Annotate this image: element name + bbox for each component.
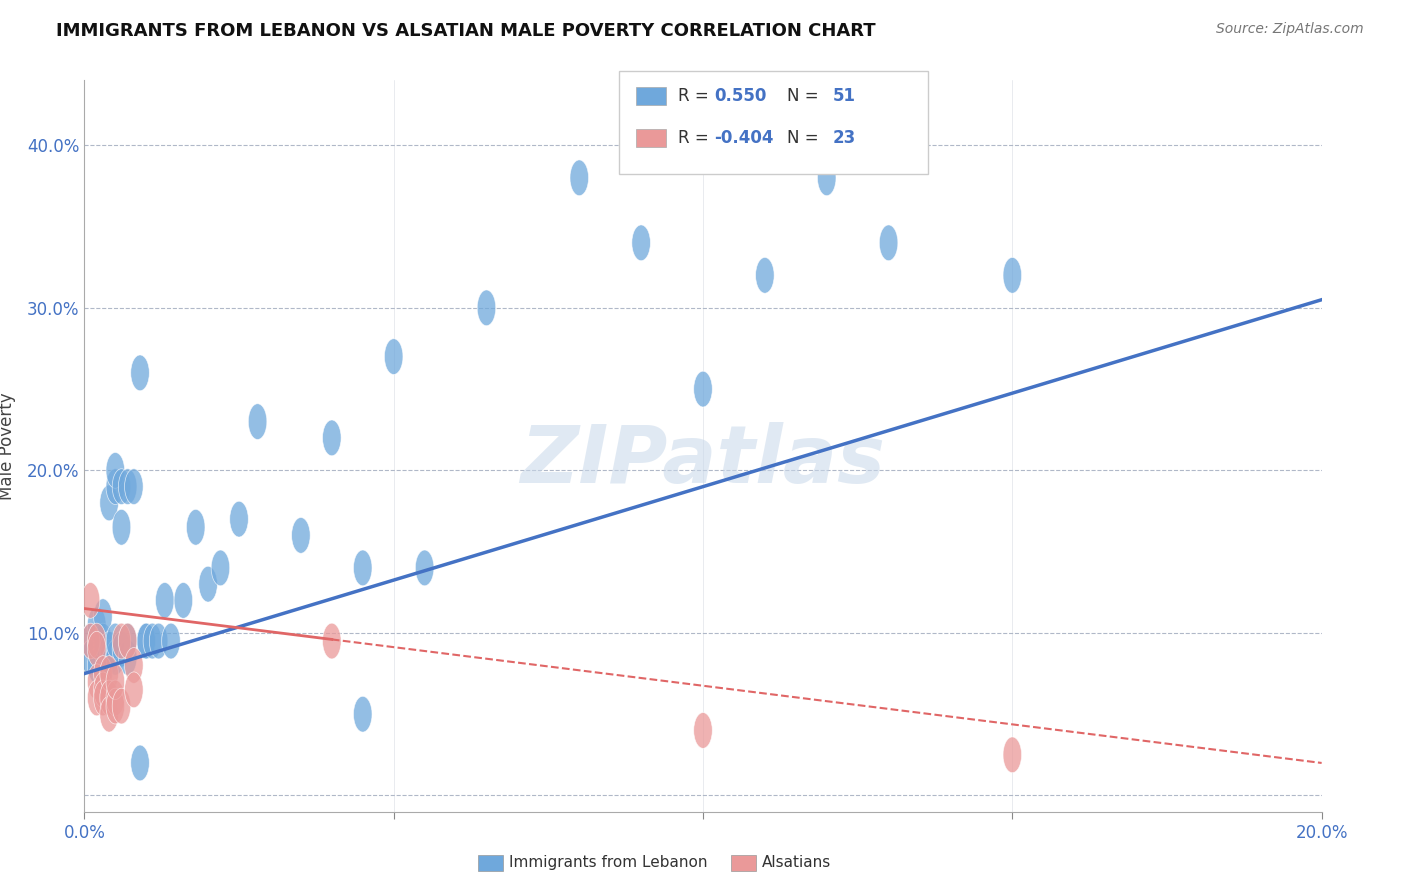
Ellipse shape [87, 624, 105, 659]
Ellipse shape [105, 664, 125, 699]
Text: 23: 23 [832, 129, 856, 147]
Ellipse shape [94, 656, 112, 691]
Ellipse shape [87, 607, 105, 642]
Ellipse shape [187, 509, 205, 545]
Text: Immigrants from Lebanon: Immigrants from Lebanon [509, 855, 707, 870]
Text: 51: 51 [832, 87, 855, 105]
Ellipse shape [211, 550, 229, 586]
Ellipse shape [131, 355, 149, 391]
Ellipse shape [477, 290, 496, 326]
Ellipse shape [100, 656, 118, 691]
Ellipse shape [879, 225, 898, 260]
Text: 0.550: 0.550 [714, 87, 766, 105]
Ellipse shape [118, 469, 136, 505]
Ellipse shape [87, 648, 105, 683]
Ellipse shape [82, 624, 100, 659]
Text: ZIPatlas: ZIPatlas [520, 422, 886, 500]
Ellipse shape [322, 624, 342, 659]
Ellipse shape [118, 624, 136, 659]
Ellipse shape [105, 452, 125, 488]
Ellipse shape [229, 501, 249, 537]
Ellipse shape [322, 420, 342, 456]
Ellipse shape [100, 697, 118, 732]
Ellipse shape [105, 689, 125, 724]
Ellipse shape [353, 550, 373, 586]
Ellipse shape [198, 566, 218, 602]
Ellipse shape [87, 624, 105, 659]
Ellipse shape [105, 624, 125, 659]
Ellipse shape [156, 582, 174, 618]
Ellipse shape [174, 582, 193, 618]
Ellipse shape [125, 672, 143, 707]
Ellipse shape [112, 469, 131, 505]
Ellipse shape [125, 648, 143, 683]
Ellipse shape [249, 404, 267, 440]
Ellipse shape [100, 485, 118, 521]
Text: N =: N = [787, 129, 824, 147]
Ellipse shape [82, 582, 100, 618]
Ellipse shape [162, 624, 180, 659]
Ellipse shape [112, 509, 131, 545]
Ellipse shape [817, 160, 837, 195]
Ellipse shape [94, 656, 112, 691]
Ellipse shape [100, 680, 118, 715]
Ellipse shape [291, 517, 311, 553]
Ellipse shape [693, 371, 713, 407]
Ellipse shape [149, 624, 167, 659]
Ellipse shape [87, 632, 105, 667]
Ellipse shape [100, 640, 118, 675]
Ellipse shape [136, 624, 156, 659]
Text: -0.404: -0.404 [714, 129, 773, 147]
Text: R =: R = [678, 129, 714, 147]
Ellipse shape [693, 713, 713, 748]
Ellipse shape [82, 640, 100, 675]
Ellipse shape [118, 624, 136, 659]
Ellipse shape [87, 680, 105, 715]
Ellipse shape [100, 632, 118, 667]
Ellipse shape [143, 624, 162, 659]
Ellipse shape [1002, 258, 1022, 293]
Ellipse shape [94, 632, 112, 667]
Ellipse shape [631, 225, 651, 260]
Ellipse shape [112, 689, 131, 724]
Ellipse shape [136, 624, 156, 659]
Ellipse shape [112, 632, 131, 667]
Ellipse shape [353, 697, 373, 732]
Ellipse shape [1002, 737, 1022, 772]
Text: Alsatians: Alsatians [762, 855, 831, 870]
Text: IMMIGRANTS FROM LEBANON VS ALSATIAN MALE POVERTY CORRELATION CHART: IMMIGRANTS FROM LEBANON VS ALSATIAN MALE… [56, 22, 876, 40]
Ellipse shape [94, 680, 112, 715]
Ellipse shape [94, 599, 112, 634]
Ellipse shape [82, 624, 100, 659]
Ellipse shape [112, 624, 131, 659]
Ellipse shape [384, 339, 404, 375]
Ellipse shape [94, 672, 112, 707]
Ellipse shape [105, 680, 125, 715]
Text: N =: N = [787, 87, 824, 105]
Y-axis label: Male Poverty: Male Poverty [0, 392, 15, 500]
Ellipse shape [105, 640, 125, 675]
Ellipse shape [94, 624, 112, 659]
Ellipse shape [755, 258, 775, 293]
Ellipse shape [87, 664, 105, 699]
Ellipse shape [415, 550, 434, 586]
Ellipse shape [569, 160, 589, 195]
Text: Source: ZipAtlas.com: Source: ZipAtlas.com [1216, 22, 1364, 37]
Text: R =: R = [678, 87, 714, 105]
Ellipse shape [131, 745, 149, 780]
Ellipse shape [118, 640, 136, 675]
Ellipse shape [105, 469, 125, 505]
Ellipse shape [125, 469, 143, 505]
